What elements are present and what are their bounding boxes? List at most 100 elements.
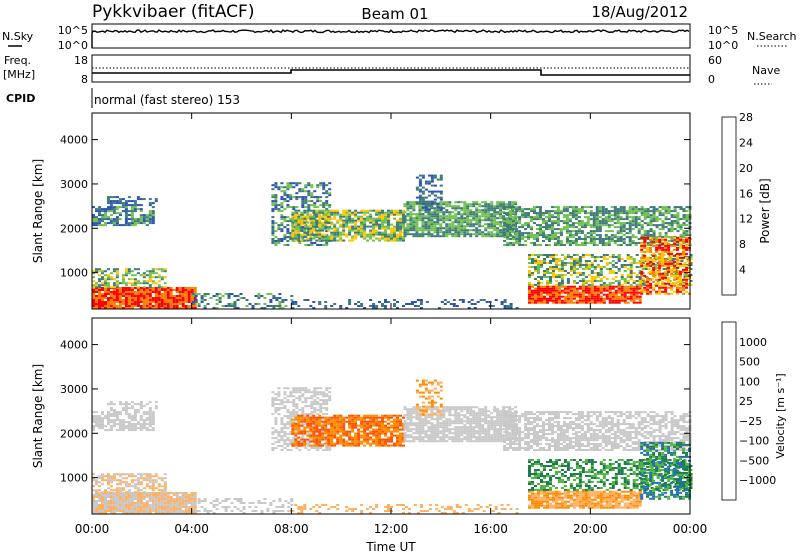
range-cell — [118, 481, 122, 484]
range-cell — [539, 216, 542, 219]
range-cell — [599, 268, 603, 270]
range-cell — [546, 256, 549, 258]
range-cell — [569, 270, 573, 272]
range-cell — [670, 284, 674, 287]
range-cell — [300, 217, 304, 220]
range-cell — [452, 305, 456, 307]
range-cell — [571, 214, 575, 217]
range-cell — [592, 222, 596, 225]
range-cell — [95, 423, 98, 426]
range-cell — [534, 278, 537, 280]
range-cell — [685, 218, 689, 221]
range-cell — [581, 268, 585, 270]
range-cell — [354, 219, 358, 222]
range-cell — [424, 229, 428, 232]
range-cell — [357, 215, 361, 218]
range-cell — [154, 299, 158, 301]
range-cell — [348, 211, 352, 214]
range-cell — [372, 235, 376, 238]
range-cell — [409, 221, 413, 224]
range-cell — [589, 238, 593, 240]
range-cell — [274, 186, 278, 189]
range-cell — [409, 211, 413, 214]
range-cell — [646, 244, 650, 246]
range-cell — [421, 219, 425, 222]
range-cell — [673, 216, 677, 219]
range-cell — [112, 419, 116, 422]
range-cell — [555, 285, 558, 288]
range-cell — [336, 233, 340, 236]
range-cell — [560, 262, 564, 264]
range-cell — [565, 230, 569, 233]
range-cell — [572, 270, 576, 272]
range-cell — [623, 289, 627, 292]
range-cell — [484, 215, 488, 218]
range-cell — [101, 510, 104, 512]
range-cell — [528, 270, 531, 272]
range-cell — [493, 225, 497, 228]
range-cell — [124, 299, 128, 301]
range-cell — [493, 219, 497, 222]
range-cell — [664, 250, 668, 253]
range-cell — [652, 214, 656, 217]
range-cell — [506, 214, 510, 217]
range-cell — [555, 295, 558, 298]
range-cell — [598, 212, 602, 215]
range-cell — [278, 293, 282, 295]
range-cell — [387, 217, 390, 220]
range-cell — [154, 297, 158, 299]
range-cell — [445, 217, 449, 220]
range-cell — [354, 215, 358, 218]
range-cell — [646, 258, 650, 261]
range-cell — [566, 301, 570, 304]
range-cell — [215, 299, 219, 301]
range-cell — [151, 498, 155, 500]
range-cell — [372, 227, 376, 230]
range-cell — [127, 301, 131, 303]
range-cell — [118, 508, 122, 510]
range-cell — [685, 210, 689, 213]
freq-tick-bottom: 8 — [81, 73, 88, 86]
range-cell — [537, 291, 540, 294]
range-cell — [154, 303, 158, 305]
range-cell — [673, 274, 677, 277]
range-cell — [291, 227, 295, 230]
range-cell — [487, 223, 491, 226]
range-cell — [493, 235, 497, 238]
range-cell — [487, 211, 491, 214]
range-cell — [98, 481, 101, 484]
range-cell — [351, 221, 355, 224]
range-cell — [399, 235, 402, 238]
range-cell — [403, 219, 407, 222]
range-cell — [403, 215, 407, 218]
range-cell — [667, 276, 671, 279]
range-cell — [112, 206, 116, 209]
range-cell — [549, 289, 552, 292]
range-cell — [622, 224, 626, 227]
range-cell — [590, 291, 594, 294]
range-cell — [107, 282, 110, 285]
range-cell — [130, 407, 134, 410]
range-cell — [107, 301, 110, 303]
range-cell — [104, 500, 107, 502]
range-cell — [175, 510, 179, 512]
range-cell — [324, 227, 328, 230]
range-cell — [280, 190, 284, 193]
range-cell — [505, 203, 509, 206]
range-cell — [620, 266, 624, 268]
range-cell — [528, 285, 531, 288]
range-cell — [107, 496, 110, 498]
range-cell — [92, 477, 95, 480]
range-cell — [136, 222, 140, 225]
range-cell — [583, 206, 587, 209]
range-cell — [524, 216, 528, 219]
range-cell — [555, 254, 558, 256]
range-cell — [571, 210, 575, 213]
range-cell — [145, 504, 149, 506]
range-cell — [433, 223, 437, 226]
range-cell — [658, 228, 662, 231]
range-cell — [514, 217, 518, 220]
range-cell — [496, 231, 500, 234]
range-cell — [291, 307, 295, 309]
freq-tick-top: 18 — [74, 54, 88, 67]
